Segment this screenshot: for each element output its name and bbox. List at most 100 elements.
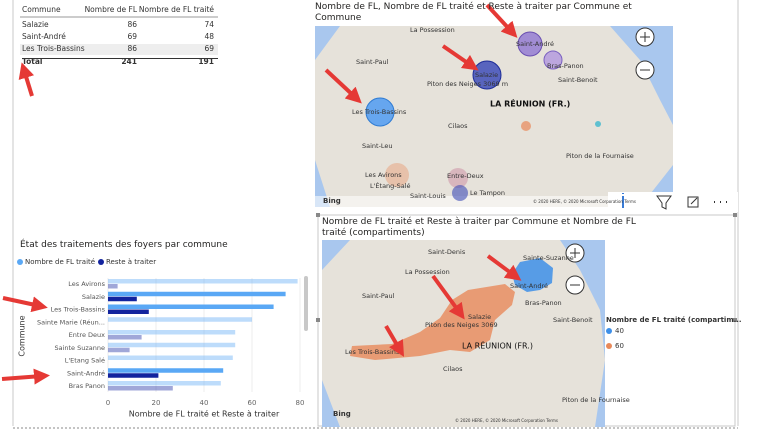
table-total: 191 — [198, 57, 214, 66]
bubble — [517, 31, 543, 57]
map-label: Les Trois-Bassins — [352, 108, 407, 116]
row-band — [20, 44, 218, 55]
visual-title: Nombre de FL traité et Reste à traiter p… — [322, 217, 636, 238]
table-header: Nombre de FL — [85, 5, 138, 14]
x-tick-label: 40 — [200, 399, 209, 407]
map-label: Bras-Panon — [547, 62, 584, 70]
bubble — [452, 185, 468, 201]
map-label: Saint-Paul — [356, 58, 389, 66]
map-label: Piton des Neiges 3069 m — [427, 80, 508, 88]
arrow — [431, 274, 465, 320]
table-cell: 69 — [204, 44, 214, 53]
focus-icon[interactable] — [687, 196, 699, 208]
map-label: Salazie — [468, 313, 491, 321]
map-attribution: Bing — [323, 197, 341, 205]
bar — [108, 330, 236, 335]
map-label: Piton de la Fournaise — [566, 152, 634, 160]
map-label: Piton des Neiges 3069 — [425, 321, 498, 329]
filter-icon[interactable] — [656, 195, 672, 210]
map-label: Piton de la Fournaise — [562, 396, 630, 404]
table-cell: 69 — [127, 32, 137, 41]
y-tick-label: Salazie — [82, 293, 105, 301]
bubble — [472, 60, 502, 90]
bubble — [448, 168, 468, 188]
map-label: Cilaos — [448, 122, 468, 130]
legend-swatch — [98, 259, 104, 265]
bar — [108, 355, 233, 360]
total-rule — [22, 58, 218, 59]
map-label: Bras-Panon — [525, 299, 562, 307]
bubble — [521, 121, 531, 131]
bar — [108, 309, 149, 314]
bar — [108, 284, 118, 289]
bar — [108, 304, 274, 309]
legend-label: 40 — [615, 327, 624, 335]
y-tick-label: Sainte Marie (Réun... — [37, 318, 105, 326]
legend-label: 60 — [615, 342, 624, 350]
handle — [733, 318, 737, 322]
map-label: Sainte-Suzanne — [523, 254, 574, 262]
map-label: La Possession — [410, 26, 455, 34]
table-cell: 86 — [127, 20, 137, 29]
x-axis-title: Nombre de FL traité et Reste à traiter — [129, 409, 280, 419]
bar — [108, 296, 137, 302]
y-tick-label: Entre Deux — [69, 331, 105, 339]
handle — [316, 318, 320, 322]
y-tick-label: Les Avirons — [68, 280, 105, 288]
map-label: Cilaos — [443, 365, 463, 373]
table-cell: 48 — [204, 32, 214, 41]
arrow — [441, 44, 479, 71]
bubble — [595, 121, 601, 127]
legend-label: Nombre de FL traité — [25, 258, 95, 266]
land — [315, 26, 673, 207]
arrow — [485, 3, 518, 38]
footer-band — [315, 196, 673, 207]
bubble — [543, 50, 563, 70]
bar — [108, 335, 142, 340]
map-label: Saint-André — [516, 40, 554, 48]
table-cell: 74 — [204, 20, 214, 29]
table-header: Nombre de FL traité — [139, 5, 214, 14]
map-label: LA RÉUNION (FR.) — [462, 340, 533, 351]
bar — [108, 368, 224, 373]
table-cell: Saint-André — [22, 32, 66, 41]
legend-swatch — [17, 259, 23, 265]
y-tick-label: Les Trois-Bassins — [51, 306, 106, 314]
bubble — [365, 97, 395, 127]
y-tick-label: L'Etang Salé — [65, 357, 105, 365]
map-label: La Possession — [405, 268, 450, 276]
visual-title: Nombre de FL, Nombre de FL traité et Res… — [315, 2, 632, 23]
map-label: Saint-André — [510, 282, 548, 290]
table-cell: Les Trois-Bassins — [22, 44, 85, 53]
arrow — [324, 68, 362, 104]
y-tick-label: Saint-André — [67, 369, 105, 377]
y-tick-label: Sainte Suzanne — [54, 344, 105, 352]
map-copyright: © 2020 HERE, © 2020 Microsoft Corporatio… — [455, 418, 558, 423]
visual-toolbar — [608, 192, 738, 212]
x-tick-label: 80 — [296, 399, 305, 407]
arrow — [384, 324, 405, 357]
x-tick-label: 0 — [106, 399, 110, 407]
map-label: Saint-Paul — [362, 292, 395, 300]
bar — [108, 381, 221, 386]
bubble — [385, 163, 409, 187]
bar — [108, 291, 286, 297]
bubbles — [365, 31, 601, 201]
map-label: Saint-Leu — [362, 142, 393, 150]
map-label: Saint-Benoit — [558, 76, 598, 84]
region-40 — [512, 258, 553, 292]
bar — [108, 317, 252, 322]
dynamic: Commune Nombre de FL Nombre de FL traitéSa… — [17, 5, 742, 423]
map-attribution: Bing — [333, 410, 351, 418]
map-label: LA RÉUNION (FR.) — [490, 98, 570, 109]
handle — [733, 213, 737, 217]
table-total: 241 — [121, 57, 137, 66]
table-total: Total — [22, 57, 43, 66]
map-copyright: © 2020 HERE, © 2020 Microsoft Corporatio… — [533, 199, 636, 204]
map-label: Les Trois-Bassins — [345, 348, 400, 356]
toolbar-bg — [608, 192, 738, 212]
map-label: Les Avirons — [365, 171, 402, 179]
annotation-arrows — [1, 3, 522, 385]
